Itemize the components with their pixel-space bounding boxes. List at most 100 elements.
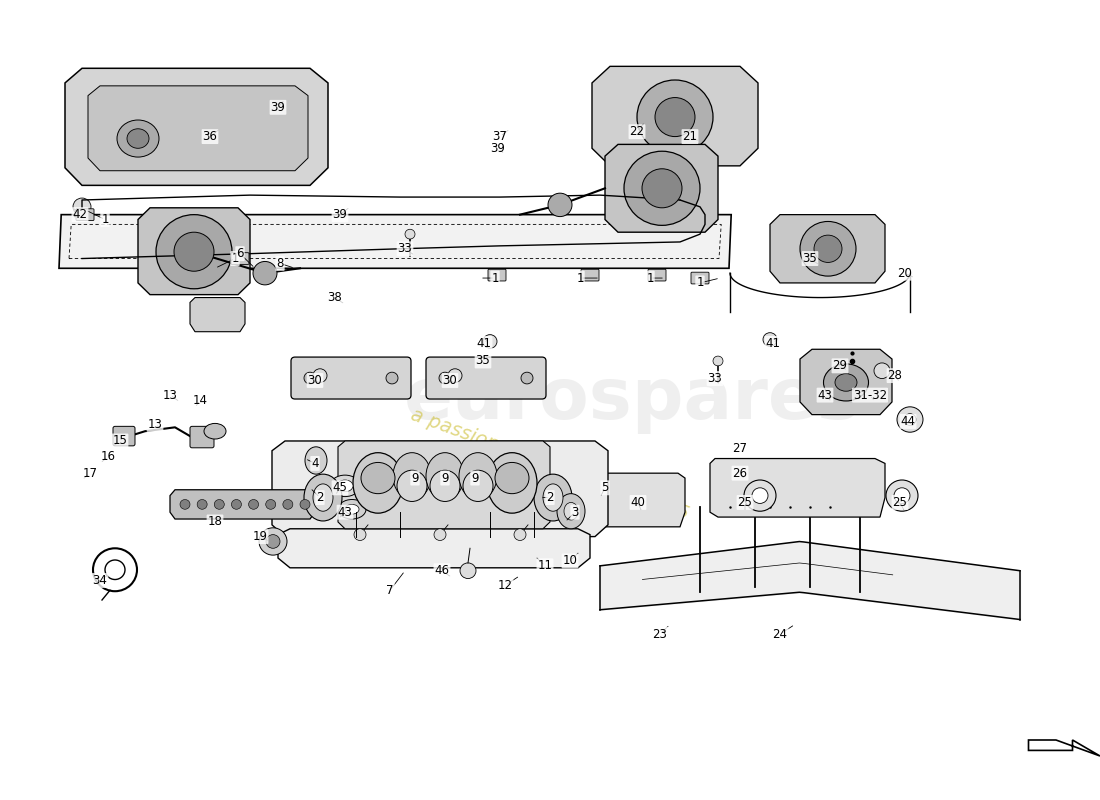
- Text: 25: 25: [892, 496, 907, 509]
- Circle shape: [434, 529, 446, 541]
- Circle shape: [637, 80, 713, 154]
- Ellipse shape: [361, 462, 395, 494]
- Text: 39: 39: [332, 208, 348, 221]
- Text: 12: 12: [497, 579, 513, 592]
- Text: 19: 19: [253, 530, 267, 543]
- Ellipse shape: [338, 499, 366, 519]
- Ellipse shape: [305, 447, 327, 474]
- Text: 1: 1: [101, 213, 109, 226]
- Polygon shape: [593, 473, 685, 527]
- Circle shape: [197, 499, 207, 510]
- Circle shape: [180, 499, 190, 510]
- Ellipse shape: [543, 484, 563, 511]
- Ellipse shape: [426, 453, 464, 499]
- Circle shape: [386, 372, 398, 384]
- Text: 3: 3: [571, 506, 579, 518]
- Text: 23: 23: [652, 628, 668, 641]
- Circle shape: [405, 230, 415, 239]
- Ellipse shape: [337, 480, 353, 492]
- Circle shape: [258, 528, 287, 555]
- Polygon shape: [65, 68, 328, 186]
- Circle shape: [300, 499, 310, 510]
- FancyBboxPatch shape: [691, 272, 710, 284]
- Polygon shape: [272, 441, 608, 537]
- Circle shape: [874, 363, 890, 378]
- Circle shape: [654, 98, 695, 137]
- Polygon shape: [592, 66, 758, 166]
- Circle shape: [253, 262, 277, 285]
- Circle shape: [752, 488, 768, 503]
- Text: 44: 44: [901, 415, 915, 428]
- FancyBboxPatch shape: [648, 270, 666, 281]
- Text: 39: 39: [271, 101, 285, 114]
- Text: 11: 11: [538, 559, 552, 572]
- Text: 29: 29: [833, 359, 847, 372]
- Circle shape: [354, 529, 366, 541]
- Text: 20: 20: [898, 266, 912, 280]
- Circle shape: [514, 529, 526, 541]
- Ellipse shape: [463, 470, 493, 502]
- Text: 28: 28: [888, 369, 902, 382]
- Text: 30: 30: [308, 374, 322, 387]
- Text: 9: 9: [471, 471, 478, 485]
- Polygon shape: [710, 458, 886, 517]
- Text: 1: 1: [492, 271, 498, 285]
- Circle shape: [73, 198, 91, 216]
- Circle shape: [304, 372, 316, 384]
- Circle shape: [439, 372, 451, 384]
- Polygon shape: [278, 529, 590, 568]
- Text: 41: 41: [476, 337, 492, 350]
- Ellipse shape: [304, 474, 342, 521]
- Polygon shape: [138, 208, 250, 294]
- Ellipse shape: [397, 470, 427, 502]
- Text: 31-32: 31-32: [852, 389, 887, 402]
- Text: 9: 9: [411, 471, 419, 485]
- Text: 21: 21: [682, 130, 697, 143]
- Ellipse shape: [314, 484, 333, 511]
- Text: 37: 37: [493, 130, 507, 143]
- FancyBboxPatch shape: [76, 209, 94, 221]
- Text: 36: 36: [202, 130, 218, 143]
- Circle shape: [231, 499, 241, 510]
- Ellipse shape: [204, 423, 226, 439]
- Text: 43: 43: [817, 389, 833, 402]
- Circle shape: [744, 480, 775, 511]
- Text: 33: 33: [397, 242, 412, 255]
- Polygon shape: [170, 490, 315, 519]
- Text: 18: 18: [208, 515, 222, 529]
- Text: 25: 25: [738, 496, 752, 509]
- Ellipse shape: [557, 494, 585, 529]
- Circle shape: [904, 414, 916, 426]
- Circle shape: [886, 480, 918, 511]
- Text: 10: 10: [562, 554, 578, 567]
- Circle shape: [448, 369, 462, 382]
- Ellipse shape: [459, 453, 497, 499]
- Text: 27: 27: [733, 442, 748, 455]
- Polygon shape: [800, 350, 892, 414]
- Text: 2: 2: [317, 491, 323, 504]
- Ellipse shape: [835, 374, 857, 391]
- Text: 22: 22: [629, 126, 645, 138]
- Text: 6: 6: [236, 247, 244, 260]
- FancyBboxPatch shape: [581, 270, 600, 281]
- Circle shape: [763, 333, 777, 346]
- Text: 35: 35: [803, 252, 817, 265]
- Polygon shape: [190, 298, 245, 332]
- Ellipse shape: [353, 453, 403, 513]
- Polygon shape: [338, 441, 550, 529]
- Polygon shape: [770, 214, 886, 283]
- Text: 4: 4: [311, 457, 319, 470]
- Polygon shape: [88, 86, 308, 170]
- Text: 5: 5: [602, 482, 608, 494]
- Circle shape: [814, 235, 842, 262]
- Text: 33: 33: [707, 372, 723, 385]
- FancyBboxPatch shape: [292, 357, 411, 399]
- Ellipse shape: [393, 453, 431, 499]
- Text: 16: 16: [100, 450, 116, 463]
- FancyBboxPatch shape: [113, 426, 135, 446]
- Ellipse shape: [495, 462, 529, 494]
- Text: 42: 42: [73, 208, 88, 221]
- Text: 1: 1: [231, 252, 239, 265]
- Circle shape: [483, 334, 497, 348]
- Text: 15: 15: [112, 434, 128, 447]
